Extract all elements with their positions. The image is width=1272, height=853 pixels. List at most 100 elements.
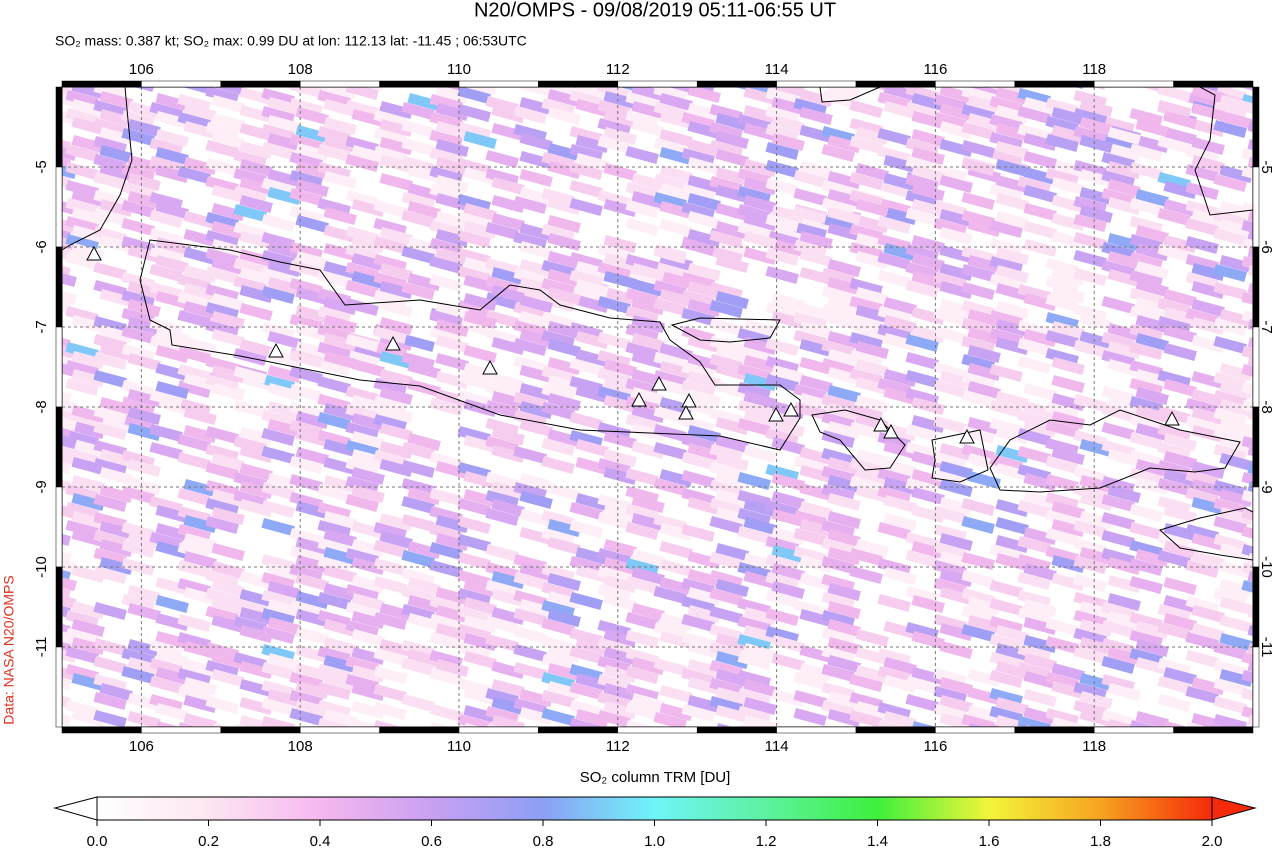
pixel (905, 694, 939, 712)
pixel (127, 459, 161, 477)
java-coast (139, 239, 801, 451)
pixel (1073, 556, 1107, 574)
pixel (625, 522, 659, 540)
pixel (1023, 635, 1057, 653)
pixel (659, 739, 692, 757)
pixel (877, 738, 910, 756)
pixel (799, 447, 833, 465)
lat-label: -9 (33, 480, 50, 493)
pixel (267, 689, 301, 707)
pixel (1241, 148, 1253, 166)
pixel (407, 649, 441, 667)
frame-band (299, 80, 380, 88)
pixel (687, 389, 721, 407)
lon-label: 110 (447, 61, 471, 78)
pixel (463, 489, 497, 507)
pixel (547, 161, 581, 179)
pixel (1219, 111, 1253, 129)
pixel (939, 262, 973, 281)
pixel (1073, 646, 1107, 664)
pixel (1079, 187, 1113, 205)
pixel (569, 682, 603, 700)
pixel (513, 196, 547, 214)
frame-band (1252, 646, 1260, 728)
pixel (127, 602, 161, 621)
pixel (765, 248, 799, 266)
lombok-coast (931, 429, 989, 483)
pixel (155, 129, 189, 147)
pixel (457, 372, 491, 390)
pixel (233, 742, 266, 760)
pixel (547, 339, 581, 357)
pixel (631, 173, 665, 191)
pixel (687, 550, 721, 569)
lat-label: -6 (1258, 240, 1272, 253)
pixel (407, 577, 441, 595)
pixel (715, 149, 749, 167)
pixel (239, 463, 273, 481)
pixel (911, 270, 945, 289)
pixel (827, 691, 861, 709)
pixel (1219, 543, 1253, 561)
pixel (765, 338, 799, 356)
pixel (743, 247, 777, 265)
pixel (435, 371, 469, 389)
pixel (1219, 164, 1253, 183)
pixel (239, 733, 272, 751)
pixel (687, 193, 721, 211)
pixel (883, 657, 917, 675)
pixel (827, 135, 861, 153)
pixel (211, 453, 245, 471)
pixel (99, 755, 132, 773)
pixel (849, 136, 883, 154)
pixel (351, 449, 385, 467)
frame-band (696, 726, 777, 734)
pixel (911, 469, 945, 487)
pixel (1191, 677, 1225, 695)
pixel (62, 106, 77, 125)
pixel (709, 516, 743, 534)
pixel (659, 559, 693, 577)
pixel (485, 508, 519, 526)
pixel (939, 175, 973, 193)
pixel (855, 305, 889, 323)
pixel (603, 253, 637, 271)
pixel (827, 385, 861, 403)
pixel (401, 120, 435, 138)
pixel (771, 563, 805, 581)
pixel (267, 365, 301, 383)
pixel (267, 653, 301, 671)
pixel (323, 619, 357, 637)
lat-label: -8 (33, 400, 50, 413)
pixel (71, 405, 105, 423)
pixel (239, 427, 273, 445)
pixel (435, 139, 469, 157)
pixel (1241, 490, 1253, 508)
pixel (541, 294, 575, 312)
pixel (569, 412, 603, 430)
pixel (261, 500, 295, 518)
pixel (1163, 757, 1196, 775)
pixel (1017, 446, 1051, 464)
pixel (485, 615, 519, 634)
pixel (463, 471, 497, 489)
pixel (1213, 281, 1247, 300)
pixel (1051, 267, 1085, 285)
pixel (1045, 330, 1079, 348)
pixel (625, 576, 659, 594)
pixel (743, 87, 777, 105)
pixel (603, 629, 637, 647)
pixel (267, 259, 301, 277)
pixel (547, 429, 581, 447)
pixel (995, 87, 1029, 105)
pixel (737, 418, 771, 436)
pixel (211, 185, 245, 203)
pixel (855, 485, 889, 503)
pixel (289, 383, 323, 402)
pixel (687, 281, 721, 299)
pixel (1219, 597, 1253, 615)
colorbar-ticks: 0.0 0.2 0.4 0.6 0.8 1.0 1.2 1.4 1.6 1.8 2.0 (87, 820, 1222, 850)
pixel (799, 572, 833, 591)
lon-label: 110 (447, 738, 471, 755)
